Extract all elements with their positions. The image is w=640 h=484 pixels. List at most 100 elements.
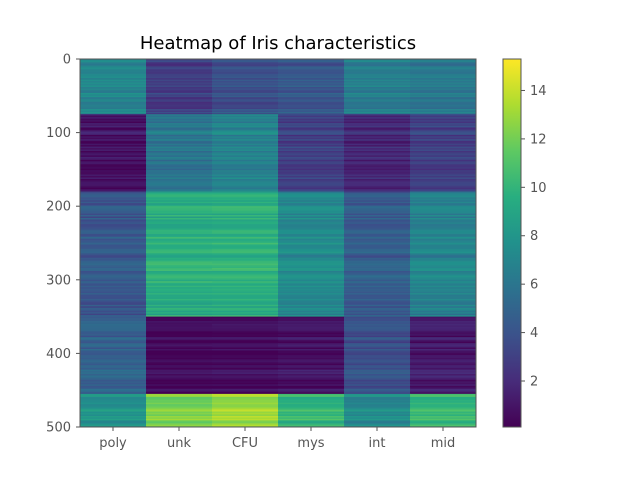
heatmap-cell — [344, 201, 411, 204]
heatmap-cell — [344, 402, 411, 405]
heatmap-cell — [146, 420, 213, 423]
heatmap-cell — [80, 329, 147, 332]
heatmap-cell — [410, 321, 477, 323]
heatmap-cell — [212, 84, 279, 86]
heatmap-cell — [278, 401, 345, 404]
heatmap-cell — [146, 347, 213, 350]
heatmap-cell — [410, 378, 477, 381]
heatmap-cell — [80, 131, 147, 134]
heatmap-cell — [278, 248, 345, 251]
heatmap-cell — [212, 269, 279, 272]
heatmap-cell — [344, 164, 411, 167]
heatmap-cell — [80, 315, 147, 317]
heatmap-cell — [212, 156, 279, 159]
heatmap-cell — [146, 222, 213, 225]
heatmap-cell — [146, 284, 213, 287]
heatmap-cell — [410, 265, 477, 267]
heatmap-cell — [278, 209, 345, 212]
heatmap-cell — [146, 307, 213, 310]
heatmap-cell — [278, 390, 345, 393]
heatmap-cell — [146, 232, 213, 235]
heatmap-cell — [212, 415, 279, 418]
heatmap-cell — [278, 75, 345, 78]
heatmap-cell — [344, 176, 411, 178]
heatmap-cell — [410, 106, 477, 108]
heatmap-cell — [80, 265, 147, 267]
heatmap-cell — [410, 228, 477, 231]
heatmap-cell — [344, 79, 411, 82]
heatmap-cell — [278, 134, 345, 137]
heatmap-cell — [410, 212, 477, 214]
heatmap-cell — [410, 75, 477, 78]
heatmap-cell — [278, 106, 345, 108]
heatmap-cell — [146, 115, 213, 118]
heatmap-cell — [146, 82, 213, 85]
heatmap-cell — [212, 101, 279, 104]
heatmap-cell — [410, 414, 477, 417]
heatmap-cell — [80, 251, 147, 254]
heatmap-cell — [344, 223, 411, 226]
heatmap-cell — [278, 291, 345, 294]
colorbar — [502, 58, 522, 428]
heatmap-cell — [278, 281, 345, 284]
heatmap-cell — [146, 235, 213, 238]
heatmap-cell — [278, 201, 345, 204]
heatmap-cell — [410, 123, 477, 125]
heatmap-cell — [80, 106, 147, 108]
heatmap-cell — [212, 334, 279, 337]
heatmap-cell — [146, 75, 213, 78]
heatmap-cell — [410, 145, 477, 147]
heatmap-cell — [410, 79, 477, 82]
heatmap-cell — [146, 237, 213, 239]
heatmap-cell — [80, 381, 147, 384]
heatmap-cell — [146, 338, 213, 341]
heatmap-cell — [410, 142, 477, 145]
heatmap-cell — [410, 326, 477, 329]
heatmap-cell — [410, 295, 477, 298]
heatmap-cell — [410, 137, 477, 140]
heatmap-cell — [410, 110, 477, 113]
heatmap-cell — [278, 362, 345, 365]
heatmap-cell — [80, 360, 147, 363]
heatmap-cell — [212, 266, 279, 269]
y-tick-label: 0 — [63, 53, 71, 68]
heatmap-cell — [278, 101, 345, 104]
heatmap-cell — [212, 155, 279, 158]
heatmap-cell — [146, 303, 213, 306]
heatmap-cell — [80, 120, 147, 122]
heatmap-cell — [278, 374, 345, 376]
heatmap-cell — [146, 418, 213, 421]
heatmap-cell — [278, 67, 345, 70]
heatmap-cell — [80, 189, 147, 192]
heatmap-cell — [410, 111, 477, 114]
heatmap-cell — [80, 225, 147, 228]
heatmap-cell — [278, 338, 345, 341]
heatmap-cell — [344, 66, 411, 69]
heatmap-cell — [410, 250, 477, 253]
heatmap-cell — [410, 372, 477, 375]
heatmap-cell — [344, 411, 411, 414]
heatmap-cell — [212, 81, 279, 83]
heatmap-cell — [212, 290, 279, 292]
heatmap-cell — [410, 168, 477, 171]
heatmap-cell — [278, 298, 345, 301]
heatmap-cell — [410, 363, 477, 366]
heatmap-cell — [80, 192, 147, 195]
heatmap-cell — [278, 180, 345, 183]
heatmap-cell — [278, 60, 345, 63]
heatmap-cell — [146, 223, 213, 226]
heatmap-cell — [410, 60, 477, 63]
heatmap-cell — [344, 167, 411, 170]
heatmap-cell — [410, 410, 477, 412]
heatmap-cell — [344, 64, 411, 67]
heatmap-cell — [212, 78, 279, 81]
heatmap-cell — [80, 260, 147, 263]
heatmap-cell — [410, 107, 477, 110]
heatmap-cell — [80, 379, 147, 382]
heatmap-cell — [344, 177, 411, 180]
heatmap-cell — [146, 140, 213, 143]
heatmap-cell — [344, 384, 411, 387]
heatmap-cell — [146, 259, 213, 262]
heatmap-cell — [344, 372, 411, 375]
heatmap-cell — [212, 103, 279, 106]
